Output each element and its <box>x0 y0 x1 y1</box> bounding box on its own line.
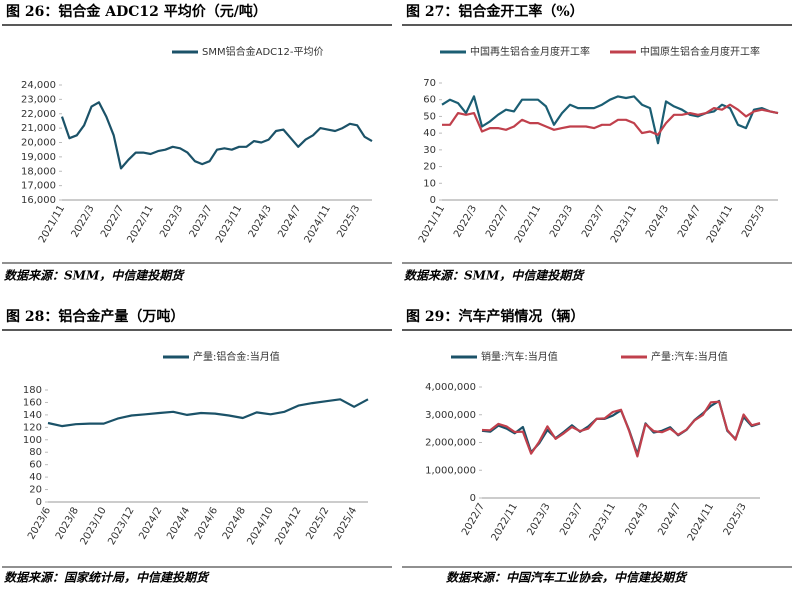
y-tick-label: 16,000 <box>21 195 56 206</box>
x-tick-label: 2023/7 <box>188 204 215 240</box>
source-note: 数据来源：SMM，中信建投期货 <box>404 269 585 283</box>
x-tick-label: 2022/7 <box>484 204 511 240</box>
legend-label: 中国再生铝合金月度开工率 <box>470 45 590 58</box>
y-tick-label: 140 <box>23 410 42 421</box>
y-tick-label: 100 <box>23 435 42 446</box>
y-tick-label: 23,000 <box>21 94 56 105</box>
x-tick-label: 2025/3 <box>335 204 362 240</box>
x-tick-label: 2023/6 <box>26 506 53 542</box>
y-tick-label: 80 <box>29 447 42 458</box>
panel-title: 图 26：铝合金 ADC12 平均价（元/吨） <box>6 3 267 20</box>
y-tick-label: 10 <box>423 178 436 189</box>
source-note: 数据来源：中国汽车工业协会，中信建投期货 <box>446 571 688 585</box>
y-tick-label: 40 <box>423 128 436 139</box>
x-tick-label: 2023/3 <box>525 502 552 538</box>
x-tick-label: 2024/7 <box>656 502 683 538</box>
y-tick-label: 4,000,000 <box>425 382 476 393</box>
y-tick-label: 0 <box>430 195 436 206</box>
x-tick-label: 2022/11 <box>513 204 543 245</box>
y-tick-label: 30 <box>423 145 436 156</box>
x-tick-label: 2024/11 <box>686 502 716 543</box>
x-tick-label: 2024/7 <box>276 204 303 240</box>
x-tick-label: 2022/11 <box>125 204 155 245</box>
y-tick-label: 40 <box>29 472 42 483</box>
y-tick-label: 1,000,000 <box>425 465 476 476</box>
legend-label: SMM铝合金ADC12-平均价 <box>202 45 323 58</box>
y-tick-label: 60 <box>29 460 42 471</box>
y-tick-label: 180 <box>23 385 42 396</box>
y-tick-label: 0 <box>36 497 42 508</box>
legend-label: 销量:汽车:当月值 <box>481 350 558 363</box>
y-tick-label: 0 <box>470 493 476 504</box>
x-tick-label: 2024/3 <box>247 204 274 240</box>
y-tick-label: 18,000 <box>21 166 56 177</box>
y-tick-label: 17,000 <box>21 181 56 192</box>
legend-label: 产量:汽车:当月值 <box>651 350 728 363</box>
x-tick-label: 2023/11 <box>609 204 639 245</box>
y-tick-label: 50 <box>423 111 436 122</box>
x-tick-label: 2024/11 <box>705 204 735 245</box>
x-tick-label: 2024/8 <box>221 506 248 542</box>
x-tick-label: 2024/12 <box>273 506 303 547</box>
x-tick-label: 2022/7 <box>99 204 126 240</box>
x-tick-label: 2025/3 <box>722 502 749 538</box>
x-tick-label: 2022/3 <box>452 204 479 240</box>
y-tick-label: 22,000 <box>21 109 56 120</box>
x-tick-label: 2021/11 <box>417 204 447 245</box>
x-tick-label: 2023/8 <box>54 506 81 542</box>
y-tick-label: 20,000 <box>21 138 56 149</box>
y-tick-label: 3,000,000 <box>425 410 476 421</box>
y-tick-label: 70 <box>423 78 436 89</box>
y-tick-label: 160 <box>23 397 42 408</box>
x-tick-label: 2024/2 <box>137 506 164 542</box>
x-tick-label: 2022/7 <box>460 502 487 538</box>
x-tick-label: 2023/11 <box>214 204 244 245</box>
x-tick-label: 2025/4 <box>332 506 359 542</box>
series-line <box>47 398 369 428</box>
x-tick-label: 2024/7 <box>676 204 703 240</box>
x-tick-label: 2022/11 <box>490 502 520 543</box>
x-tick-label: 2023/3 <box>548 204 575 240</box>
series-line <box>60 101 373 170</box>
source-note: 数据来源：SMM，中信建投期货 <box>4 269 185 283</box>
y-tick-label: 19,000 <box>21 152 56 163</box>
y-tick-label: 20 <box>423 162 436 173</box>
series-line <box>441 95 779 145</box>
x-tick-label: 2024/6 <box>193 506 220 542</box>
x-tick-label: 2024/10 <box>246 506 276 547</box>
x-tick-label: 2024/3 <box>624 502 651 538</box>
x-tick-label: 2023/12 <box>106 506 136 547</box>
series-line <box>481 400 761 458</box>
y-tick-label: 60 <box>423 95 436 106</box>
x-tick-label: 2024/3 <box>644 204 671 240</box>
x-tick-label: 2024/4 <box>165 506 192 542</box>
legend-label: 中国原生铝合金月度开工率 <box>640 45 760 58</box>
y-tick-label: 2,000,000 <box>425 438 476 449</box>
x-tick-label: 2024/11 <box>303 204 333 245</box>
y-tick-label: 120 <box>23 422 42 433</box>
panel-title: 图 27：铝合金开工率（%） <box>406 3 584 20</box>
x-tick-label: 2023/3 <box>158 204 185 240</box>
x-tick-label: 2025/2 <box>304 506 331 542</box>
y-tick-label: 21,000 <box>21 123 56 134</box>
y-tick-label: 24,000 <box>21 80 56 91</box>
x-tick-label: 2023/11 <box>588 502 618 543</box>
panel-title: 图 28：铝合金产量（万吨） <box>6 308 184 325</box>
y-tick-label: 20 <box>29 485 42 496</box>
x-tick-label: 2023/10 <box>79 506 109 547</box>
panel-title: 图 29：汽车产销情况（辆） <box>406 308 584 325</box>
x-tick-label: 2021/11 <box>37 204 67 245</box>
x-tick-label: 2023/7 <box>558 502 585 538</box>
x-tick-label: 2022/3 <box>70 204 97 240</box>
legend-label: 产量:铝合金:当月值 <box>193 350 280 363</box>
series-line <box>442 103 779 136</box>
x-tick-label: 2025/3 <box>740 204 767 240</box>
source-note: 数据来源：国家统计局，中信建投期货 <box>4 571 210 585</box>
x-tick-label: 2023/7 <box>580 204 607 240</box>
